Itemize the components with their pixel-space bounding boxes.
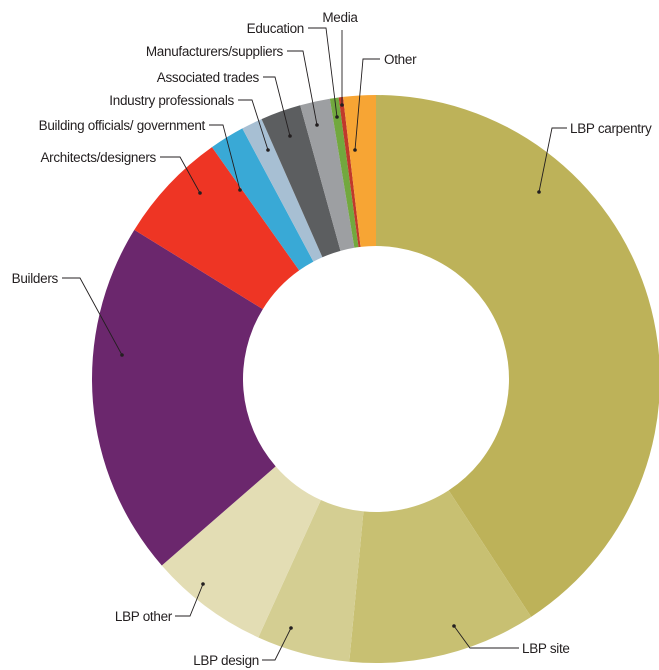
- slice-label-lbp-other: LBP other: [115, 609, 173, 624]
- leader-line-other: [354, 58, 380, 151]
- leader-dot-associated-trades: [288, 134, 292, 138]
- leader-line-architects-designers: [160, 156, 201, 194]
- slice-education: [329, 97, 359, 248]
- slice-label-associated-trades: Associated trades: [157, 70, 260, 85]
- slice-label-lbp-carpentry: LBP carpentry: [570, 121, 652, 136]
- leader-line-lbp-site: [453, 625, 519, 649]
- slice-label-building-officials-government: Building officials/ government: [39, 118, 206, 133]
- slice-associated-trades: [261, 105, 341, 258]
- slice-label-lbp-design: LBP design: [193, 653, 259, 668]
- leader-dot-architects-designers: [198, 191, 202, 195]
- slice-industry-professionals: [242, 119, 323, 262]
- leader-dot-lbp-design: [289, 626, 293, 630]
- slice-label-lbp-site: LBP site: [522, 641, 570, 656]
- slice-architects-designers: [134, 147, 300, 310]
- slice-lbp-design: [258, 500, 364, 662]
- slice-label-education: Education: [247, 21, 304, 36]
- slice-builders: [91, 229, 276, 566]
- slice-label-builders: Builders: [12, 271, 59, 286]
- leader-dot-lbp-site: [452, 624, 456, 628]
- slice-building-officials-government: [211, 128, 314, 271]
- leader-line-lbp-design: [262, 627, 292, 661]
- leader-dot-education: [335, 115, 339, 119]
- leader-dot-builders: [120, 353, 124, 357]
- slice-lbp-site: [349, 490, 532, 663]
- leader-line-manufacturers-suppliers: [287, 50, 318, 126]
- slice-label-industry-professionals: Industry professionals: [109, 93, 234, 108]
- slice-media: [338, 96, 361, 248]
- leader-line-associated-trades: [263, 76, 291, 137]
- leader-line-building-officials-government: [209, 124, 241, 191]
- slice-label-architects-designers: Architects/designers: [40, 150, 156, 165]
- leader-line-industry-professionals: [238, 99, 269, 151]
- slice-label-other: Other: [384, 52, 417, 67]
- leader-line-lbp-carpentry: [538, 127, 567, 193]
- leader-dot-media: [340, 103, 344, 107]
- slice-label-manufacturers-suppliers: Manufacturers/suppliers: [146, 44, 284, 59]
- leader-line-builders: [62, 277, 123, 356]
- labels-group: LBP carpentry LBP site LBP design LBP other…: [12, 10, 653, 668]
- slice-lbp-carpentry: [376, 95, 659, 617]
- leader-dot-building-officials-government: [238, 188, 242, 192]
- leader-line-lbp-other: [175, 583, 204, 617]
- leader-dot-other: [353, 148, 357, 152]
- leader-dot-industry-professionals: [266, 148, 270, 152]
- leader-line-education: [308, 27, 338, 118]
- leader-dot-lbp-other: [201, 582, 205, 586]
- slices-group: [91, 95, 659, 663]
- leader-dot-manufacturers-suppliers: [315, 123, 319, 127]
- leader-dot-lbp-carpentry: [537, 190, 541, 194]
- slice-manufacturers-suppliers: [300, 98, 355, 251]
- slice-other: [343, 95, 376, 247]
- slice-label-media: Media: [322, 10, 358, 25]
- slice-lbp-other: [161, 466, 321, 638]
